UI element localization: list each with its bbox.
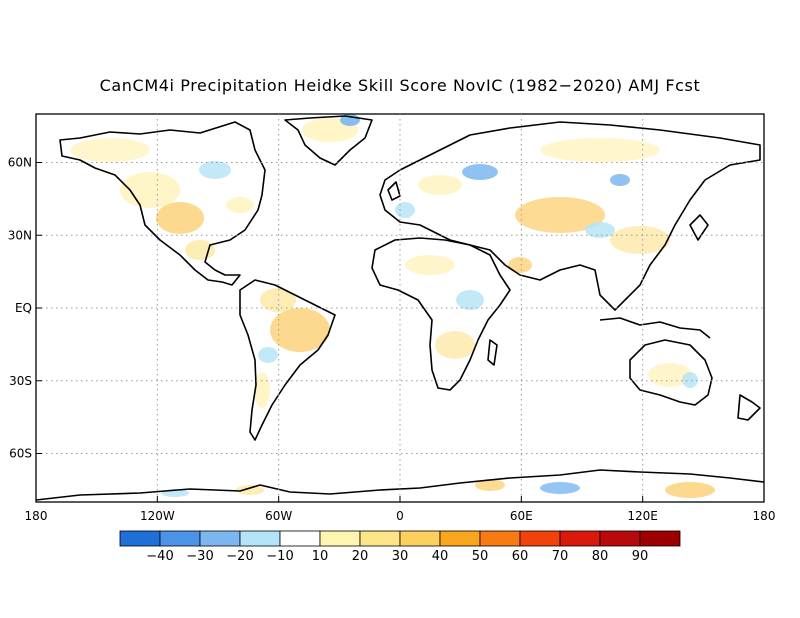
colorbar: −40 −30 −20 −10 10 20 30 40 50 60 70 80 90: [119, 530, 681, 564]
colorbar-label: 30: [392, 549, 409, 564]
colorbar-label: 70: [552, 549, 569, 564]
lat-tick-label: 30S: [9, 374, 32, 388]
madagascar-coast: [487, 339, 498, 366]
colorbar-label: 80: [592, 549, 609, 564]
lon-tick-label: 60W: [265, 509, 292, 523]
colorbar-swatch: [519, 530, 561, 547]
colorbar-swatch: [599, 530, 641, 547]
africa-coast: [371, 237, 511, 391]
colorbar-swatch: [279, 530, 321, 547]
colorbar-swatch: [159, 530, 201, 547]
colorbar-swatch: [119, 530, 161, 547]
lat-tick-label: 60S: [9, 447, 32, 461]
colorbar-swatch: [319, 530, 361, 547]
colorbar-label: 20: [352, 549, 369, 564]
colorbar-swatch: [639, 530, 681, 547]
lon-tick-label: 180: [25, 509, 48, 523]
gridlines: [36, 114, 764, 502]
longitude-axis: 180 120W 60W 0 60E 120E 180: [25, 496, 776, 523]
colorbar-label: 50: [472, 549, 489, 564]
map-frame: [35, 113, 765, 503]
north-america-coast: [59, 121, 266, 286]
colorbar-label: 10: [312, 549, 329, 564]
colorbar-label: −40: [146, 549, 173, 564]
lon-tick-label: 60E: [510, 509, 533, 523]
colorbar-label: 60: [512, 549, 529, 564]
lon-tick-label: 180: [753, 509, 776, 523]
colorbar-swatch: [359, 530, 401, 547]
lat-tick-label: EQ: [15, 301, 32, 315]
colorbar-label: −20: [226, 549, 253, 564]
eurasia-coast: [379, 121, 761, 311]
uk-coast: [387, 181, 401, 201]
colorbar-label: 40: [432, 549, 449, 564]
australia-coast: [629, 339, 713, 406]
colorbar-swatch: [479, 530, 521, 547]
greenland-coast: [284, 115, 373, 166]
japan-coast: [689, 214, 709, 241]
lon-tick-label: 120E: [627, 509, 658, 523]
colorbar-swatch: [199, 530, 241, 547]
lat-tick-label: 30N: [8, 228, 32, 242]
colorbar-swatch: [399, 530, 441, 547]
indonesia-coast: [599, 317, 711, 339]
new-zealand-coast: [737, 394, 761, 421]
colorbar-swatch: [439, 530, 481, 547]
colorbar-label: −10: [266, 549, 293, 564]
map-title: CanCM4i Precipitation Heidke Skill Score…: [99, 76, 701, 95]
lon-tick-label: 0: [396, 509, 404, 523]
colorbar-label: −30: [186, 549, 213, 564]
colorbar-swatch: [239, 530, 281, 547]
lat-tick-label: 60N: [8, 156, 32, 170]
colorbar-swatch: [559, 530, 601, 547]
latitude-axis: 60N 30N EQ 30S 60S: [8, 156, 42, 461]
colorbar-label: 90: [632, 549, 649, 564]
lon-tick-label: 120W: [140, 509, 175, 523]
